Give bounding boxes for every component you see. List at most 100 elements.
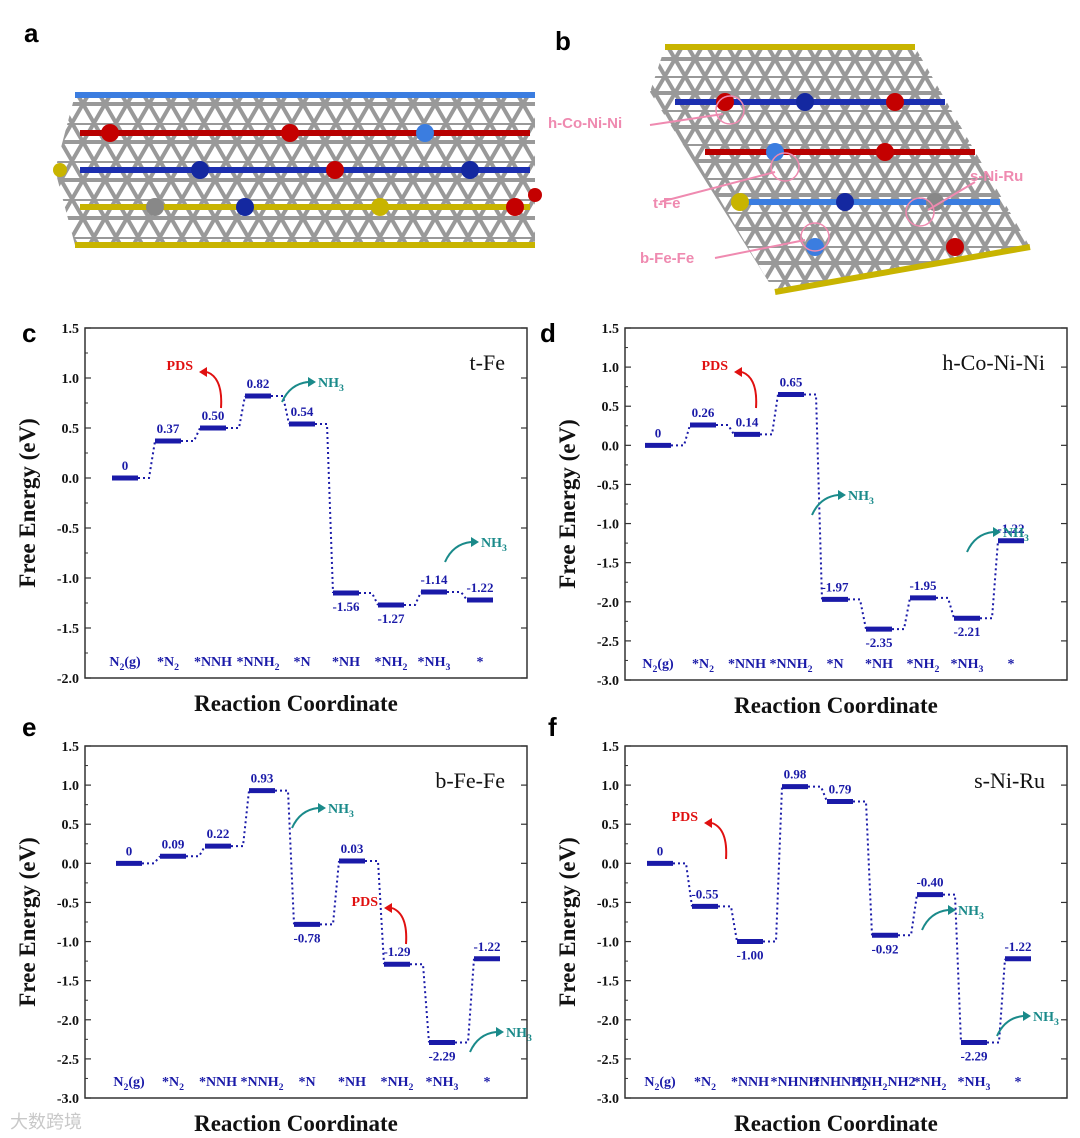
- y-tick-label: 0.5: [62, 422, 80, 437]
- x-category-label: N2(g): [109, 655, 141, 673]
- y-tick-label: -2.5: [57, 1053, 79, 1068]
- x-category-label: N2(g): [642, 657, 674, 675]
- energy-connector: [671, 424, 691, 447]
- free-energy-chart-b-fe-fe: 1.5 1.0 0.5 0.0 -0.5 -1.0 -1.5 -2.0 -2.5 -3.0 Free…: [15, 740, 532, 1136]
- nh3-label: NH3: [318, 376, 344, 394]
- annotation-arrow: [281, 381, 309, 403]
- energy-connector: [892, 597, 911, 631]
- annotation-arrowhead: [704, 818, 712, 828]
- nh3-label: NH3: [1033, 1010, 1059, 1028]
- y-tick-label: -1.0: [597, 936, 619, 951]
- y-tick-label: -0.5: [57, 896, 79, 911]
- annotation-arrow: [206, 371, 223, 409]
- chart-title: t-Fe: [470, 350, 505, 375]
- y-tick-label: -2.5: [597, 635, 619, 650]
- x-category-label: *NH: [865, 657, 893, 672]
- energy-connector: [142, 855, 161, 865]
- energy-value-label: 0.26: [692, 405, 715, 420]
- energy-connector: [980, 540, 999, 620]
- x-category-label: N2(g): [113, 1075, 145, 1093]
- energy-value-label: 0.37: [157, 421, 180, 436]
- y-tick-label: 1.5: [62, 322, 80, 337]
- energy-value-label: 0.98: [784, 767, 807, 782]
- y-tick-label: -0.5: [597, 478, 619, 493]
- nh3-label: NH3: [958, 904, 984, 922]
- energy-connector: [987, 958, 1006, 1044]
- chart-title: b-Fe-Fe: [435, 768, 505, 793]
- energy-value-label: 0: [655, 425, 662, 440]
- x-category-label: *NHNH: [771, 1075, 820, 1090]
- energy-value-label: -1.22: [473, 939, 500, 954]
- free-energy-chart-t-fe: 1.5 1.0 0.5 0.0 -0.5 -1.0 -1.5 -2.0 Free Energy …: [15, 322, 528, 716]
- plot-frame: [84, 327, 528, 679]
- energy-value-label: 0: [122, 458, 129, 473]
- y-tick-label: -2.0: [57, 1014, 79, 1029]
- energy-connector: [181, 427, 201, 442]
- energy-value-label: 0.65: [780, 374, 803, 389]
- site-label-h-co-ni-ni: h-Co-Ni-Ni: [548, 115, 623, 132]
- energy-connector: [763, 786, 783, 943]
- energy-value-label: -1.27: [377, 611, 405, 626]
- x-category-label: *NNH: [194, 655, 232, 670]
- y-tick-label: 1.5: [602, 322, 620, 337]
- y-tick-label: 1.0: [602, 779, 620, 794]
- y-tick-label: -3.0: [597, 674, 619, 689]
- y-axis-label: Free Energy (eV): [15, 418, 40, 587]
- x-category-label: *N2: [692, 657, 714, 675]
- y-tick-label: 0.5: [602, 400, 620, 415]
- energy-value-label: -1.22: [1004, 939, 1031, 954]
- energy-connector: [231, 790, 250, 848]
- y-tick-label: -2.0: [597, 1014, 619, 1029]
- energy-connector: [808, 785, 828, 802]
- x-category-label: *NHNH2: [813, 1075, 867, 1093]
- energy-connector: [943, 893, 962, 1043]
- energy-value-label: 0.93: [251, 771, 274, 786]
- panel-letter-a: a: [24, 18, 39, 48]
- annotation-arrowhead: [384, 903, 392, 913]
- y-tick-label: -0.5: [597, 896, 619, 911]
- annotation-arrowhead: [496, 1027, 504, 1037]
- annotation-arrowhead: [948, 905, 956, 915]
- y-tick-label: -2.5: [597, 1053, 619, 1068]
- y-tick-label: -2.0: [597, 596, 619, 611]
- watermark: 大数跨境: [10, 1112, 82, 1132]
- site-label-t-fe: t-Fe: [653, 195, 681, 212]
- pds-label: PDS: [672, 810, 699, 825]
- y-tick-label: 1.0: [602, 361, 620, 376]
- annotation-arrowhead: [734, 367, 742, 377]
- energy-connector: [936, 596, 955, 619]
- nh3-label: NH3: [481, 536, 507, 554]
- x-axis-label: Reaction Coordinate: [194, 691, 398, 716]
- energy-connector: [186, 845, 206, 858]
- y-tick-label: 1.5: [62, 740, 80, 755]
- energy-connector: [226, 395, 246, 429]
- energy-connector: [848, 598, 867, 630]
- x-category-label: *: [484, 1075, 491, 1090]
- energy-connector: [760, 394, 779, 436]
- energy-connector: [271, 395, 290, 425]
- energy-value-label: -1.29: [383, 944, 411, 959]
- energy-value-label: 0.09: [162, 836, 185, 851]
- panel-letter-c: c: [22, 318, 37, 348]
- panel-letter-f: f: [548, 712, 557, 742]
- annotation-arrowhead: [838, 490, 846, 500]
- x-category-label: *NH3: [426, 1075, 459, 1093]
- y-tick-label: -2.0: [57, 672, 79, 687]
- x-category-label: *NH2: [381, 1075, 414, 1093]
- panel-letter-b: b: [555, 26, 571, 56]
- x-category-label: *N2: [157, 655, 179, 673]
- energy-value-label: -1.97: [821, 579, 849, 594]
- energy-value-label: -2.29: [428, 1048, 456, 1063]
- x-category-label: *NH: [332, 655, 360, 670]
- y-axis-label: Free Energy (eV): [555, 837, 580, 1006]
- y-tick-label: -1.0: [57, 572, 79, 587]
- pds-label: PDS: [352, 895, 379, 910]
- annotation-arrow: [996, 1015, 1024, 1037]
- energy-value-label: 0.14: [736, 414, 759, 429]
- annotation-arrow: [966, 531, 994, 553]
- x-category-label: *N2: [162, 1075, 184, 1093]
- x-category-label: *NH3: [418, 655, 451, 673]
- y-tick-label: -1.5: [57, 622, 79, 637]
- x-category-label: *N: [298, 1075, 315, 1090]
- energy-connector: [404, 591, 422, 606]
